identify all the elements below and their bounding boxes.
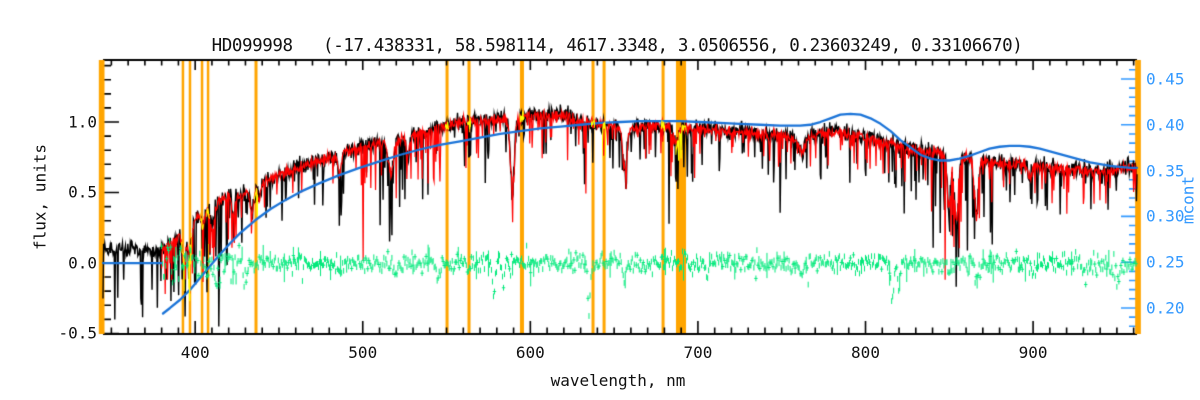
y-right-tick-label: 0.45 [1146,69,1185,89]
x-tick-label: 500 [348,343,378,362]
y-axis-label-left: flux, units [30,144,50,250]
x-tick-label: 700 [683,343,713,362]
plot-title: HD099998 (-17.438331, 58.598114, 4617.33… [211,36,1023,56]
x-tick-label: 400 [180,343,210,362]
y-right-tick-label: 0.25 [1146,252,1185,272]
y-right-tick-label: 0.40 [1146,115,1185,135]
x-axis-label: wavelength, nm [550,371,686,390]
y-left-tick-label: 0.5 [68,182,97,202]
x-tick-label: 600 [515,343,545,362]
x-tick-label: 800 [851,343,880,362]
x-tick-label: 900 [1018,343,1048,362]
y-right-tick-label: 0.35 [1146,161,1185,181]
y-right-tick-label: 0.30 [1146,206,1185,226]
y-right-tick-label: 0.20 [1146,298,1185,318]
y-left-tick-label: 1.0 [68,112,97,132]
y-left-tick-label: 0.0 [68,253,97,273]
y-left-tick-label: -0.5 [58,323,97,343]
